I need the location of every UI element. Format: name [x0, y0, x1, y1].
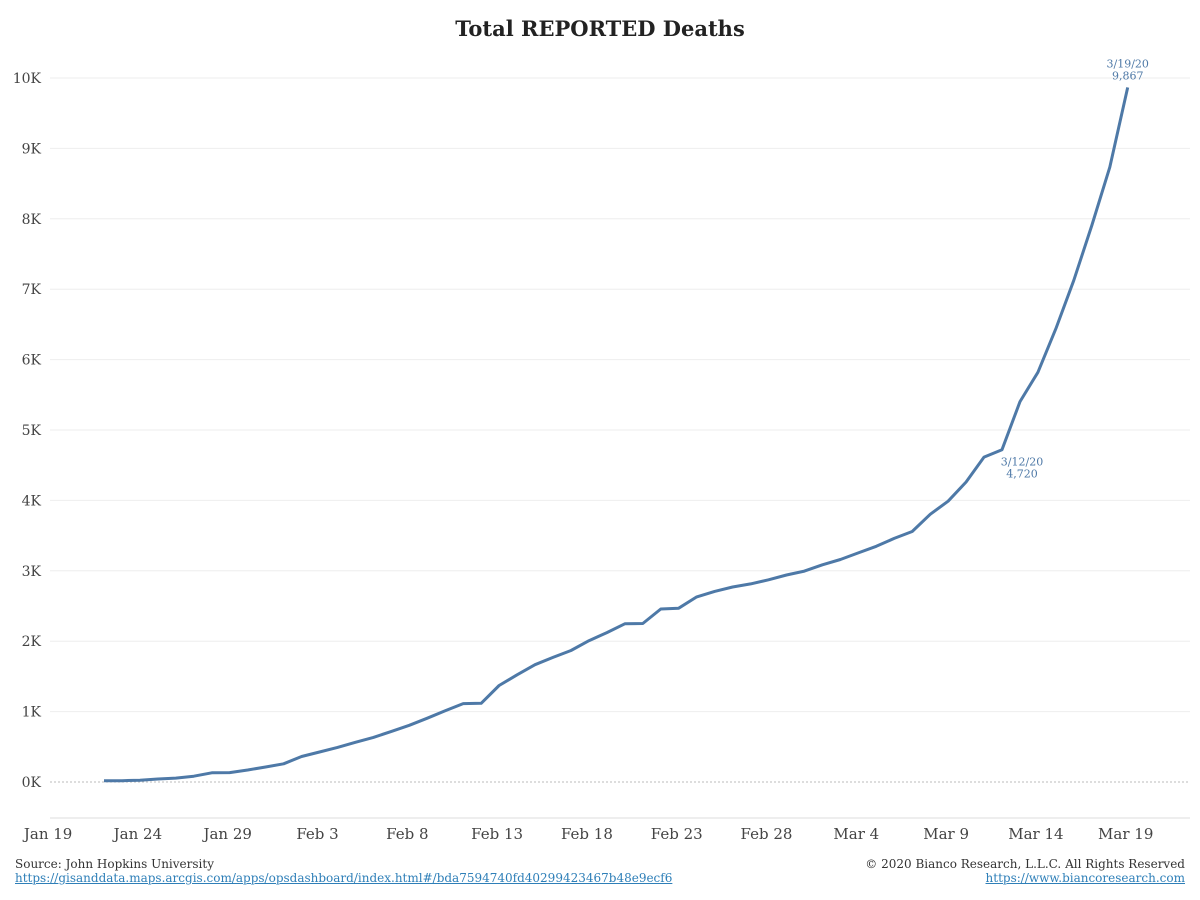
y-tick-label: 1K: [22, 705, 42, 721]
x-tick-label: Mar 14: [1008, 825, 1063, 843]
copyright-note: © 2020 Bianco Research, L.L.C. All Right…: [865, 857, 1185, 871]
annotation-value: 9,867: [1112, 69, 1144, 82]
x-tick-label: Feb 13: [471, 825, 523, 843]
x-axis-ticks: Jan 19 Jan 24 Jan 29 Feb 3 Feb 8 Feb 13 Feb 18…: [22, 825, 1154, 843]
annotations: 3/19/209,867 3/12/204,720: [1001, 57, 1149, 480]
y-tick-label: 5K: [22, 423, 42, 439]
x-tick-label: Mar 4: [833, 825, 879, 843]
x-tick-label: Mar 19: [1098, 825, 1153, 843]
grid-lines: [50, 77, 1190, 819]
y-tick-label: 2K: [22, 634, 42, 650]
x-tick-label: Feb 18: [561, 825, 613, 843]
chart-title: Total REPORTED Deaths: [455, 16, 745, 41]
x-tick-label: Jan 19: [22, 825, 72, 843]
y-tick-label: 4K: [22, 493, 42, 509]
annotation-date: 3/19/20: [1107, 57, 1149, 70]
source-note: Source: John Hopkins University: [15, 857, 214, 871]
series-line-total-deaths: [103, 87, 1130, 783]
x-tick-label: Jan 24: [112, 825, 162, 843]
y-axis-ticks: 0K 1K 2K 3K 4K 5K 6K 7K 8K 9K 10K: [13, 71, 42, 791]
y-tick-label: 10K: [13, 71, 42, 87]
y-tick-label: 3K: [22, 564, 42, 580]
y-tick-label: 8K: [22, 212, 42, 228]
x-tick-label: Jan 29: [201, 825, 251, 843]
x-tick-label: Mar 9: [923, 825, 969, 843]
y-tick-label: 9K: [22, 141, 42, 157]
annotation-date: 3/12/20: [1001, 456, 1043, 469]
y-tick-label: 6K: [22, 353, 42, 369]
x-tick-label: Feb 8: [386, 825, 428, 843]
website-link[interactable]: https://www.biancoresearch.com: [985, 871, 1185, 885]
x-tick-label: Feb 3: [296, 825, 338, 843]
x-tick-label: Feb 23: [651, 825, 703, 843]
y-tick-label: 7K: [22, 282, 42, 298]
source-link[interactable]: https://gisanddata.maps.arcgis.com/apps/…: [15, 871, 673, 885]
annotation-value: 4,720: [1006, 468, 1038, 481]
y-tick-label: 0K: [22, 775, 42, 791]
x-tick-label: Feb 28: [741, 825, 793, 843]
